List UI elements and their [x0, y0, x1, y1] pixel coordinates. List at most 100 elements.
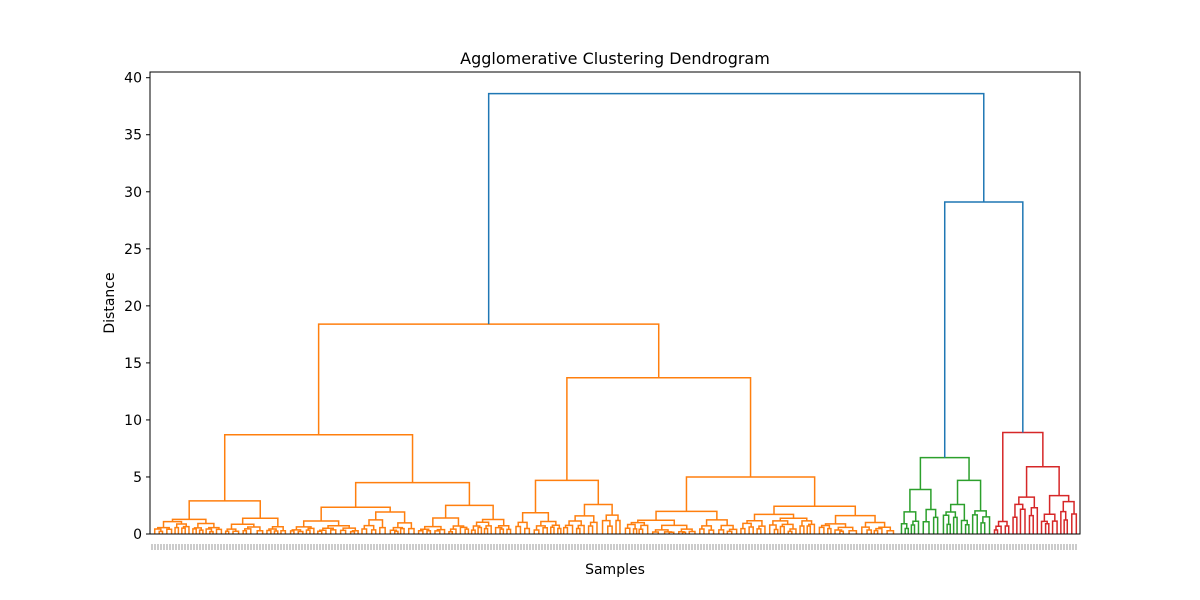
dendrogram-link — [551, 524, 561, 529]
dendrogram-link — [174, 526, 180, 534]
dendrogram-link — [542, 526, 549, 534]
dendrogram-link — [209, 530, 214, 534]
dendrogram-link — [720, 524, 734, 530]
dendrogram-link — [475, 521, 490, 526]
dendrogram-link — [632, 528, 638, 534]
dendrogram-link — [162, 520, 183, 528]
dendrogram-link — [557, 527, 562, 534]
dendrogram-link — [515, 525, 522, 534]
dendrogram-link — [351, 529, 359, 534]
dendrogram-link — [607, 525, 613, 534]
dendrogram-link — [564, 524, 574, 534]
dendrogram-link — [772, 520, 789, 525]
dendrogram-link — [1012, 516, 1018, 534]
y-tick-label: 15 — [124, 356, 142, 372]
dendrogram-link — [354, 481, 471, 508]
dendrogram-link — [799, 525, 805, 534]
dendrogram-link — [392, 526, 404, 531]
dendrogram-link — [1060, 510, 1067, 534]
dendrogram-link — [483, 527, 489, 534]
dendrogram-link — [756, 528, 762, 534]
dendrogram-link — [626, 523, 636, 529]
axes-frame — [149, 71, 1081, 535]
dendrogram-link — [268, 528, 277, 531]
dendrogram-link — [320, 506, 391, 522]
dendrogram-link — [699, 528, 705, 534]
dendrogram-link — [534, 479, 600, 513]
dendrogram-link — [533, 529, 540, 534]
y-tick-label: 10 — [124, 413, 142, 429]
merge-root — [487, 92, 985, 325]
dendrogram-link — [1019, 508, 1026, 534]
y-axis: 0 5 10 15 20 25 30 35 40 — [124, 71, 150, 543]
dendrogram-link — [873, 529, 879, 534]
dendrogram-link — [742, 522, 752, 529]
dendrogram-link — [839, 530, 845, 534]
dendrogram-link — [472, 525, 481, 531]
dendrogram-link — [678, 531, 685, 534]
dendrogram-link — [273, 530, 279, 534]
dendrogram-link — [753, 513, 795, 521]
y-tick-label: 40 — [124, 71, 142, 87]
dendrogram-link — [820, 524, 831, 529]
dendrogram-link — [562, 526, 569, 534]
dendrogram-link — [740, 527, 746, 534]
dendrogram-link — [583, 503, 613, 516]
dendrogram-link — [550, 526, 555, 534]
dendrogram-link — [535, 525, 546, 530]
dendrogram-link — [158, 530, 164, 534]
dendrogram-link — [182, 525, 190, 534]
y-tick-label: 5 — [133, 470, 142, 486]
dendrogram-link — [818, 526, 825, 534]
dendrogram-link — [188, 500, 262, 520]
dendrogram-link — [878, 526, 892, 531]
y-tick-label: 25 — [124, 242, 142, 258]
dendrogram-link — [997, 520, 1008, 527]
dendrogram-link — [922, 520, 930, 534]
dendrogram-link — [964, 523, 970, 534]
dendrogram-link — [205, 528, 213, 534]
dendrogram-link — [305, 529, 311, 534]
y-axis-label: Distance — [102, 272, 118, 333]
dendrogram-link — [374, 511, 406, 523]
dendrogram-link — [1014, 503, 1024, 518]
dendrogram-link — [708, 529, 715, 534]
merge-c1_left — [223, 434, 414, 501]
dendrogram-link — [864, 521, 886, 528]
dendrogram-link — [1030, 506, 1039, 534]
dendrogram-link — [1062, 500, 1075, 514]
merge-cluster_2_top — [919, 456, 970, 490]
dendrogram-link — [995, 525, 1002, 534]
dendrogram-link — [932, 516, 939, 534]
dendrogram-link — [444, 504, 494, 520]
dendrogram-link — [651, 531, 660, 534]
dendrogram-link — [589, 521, 598, 534]
dendrogram-link — [910, 524, 916, 534]
dendrogram-link — [215, 528, 223, 534]
y-tick-label: 35 — [124, 128, 142, 144]
dendrogram-link — [379, 526, 386, 534]
dendrogram-link — [1004, 525, 1010, 534]
dendrogram-link — [1043, 513, 1056, 522]
dendrogram-link — [329, 529, 337, 534]
dendrogram-link — [681, 531, 687, 534]
dendrogram-link — [587, 525, 594, 534]
dendrogram-link — [808, 523, 816, 534]
y-tick-label: 30 — [124, 185, 142, 201]
dendrogram-link — [477, 526, 483, 534]
dendrogram-link — [630, 521, 646, 526]
dendrogram-link — [909, 488, 932, 512]
dendrogram-link — [886, 530, 895, 534]
dendrogram-link — [1048, 494, 1070, 515]
dendrogram-link — [339, 529, 347, 534]
dendrogram-link — [638, 528, 644, 534]
dendrogram-link — [448, 530, 454, 534]
dendrogram-link — [192, 528, 197, 534]
dendrogram-link — [1044, 523, 1050, 534]
dendrogram-link — [701, 525, 713, 531]
leaf-tick-labels — [151, 544, 1077, 550]
dendrogram-link — [960, 519, 968, 534]
dendrogram-link — [685, 476, 816, 512]
dendrogram-link — [1018, 496, 1036, 508]
